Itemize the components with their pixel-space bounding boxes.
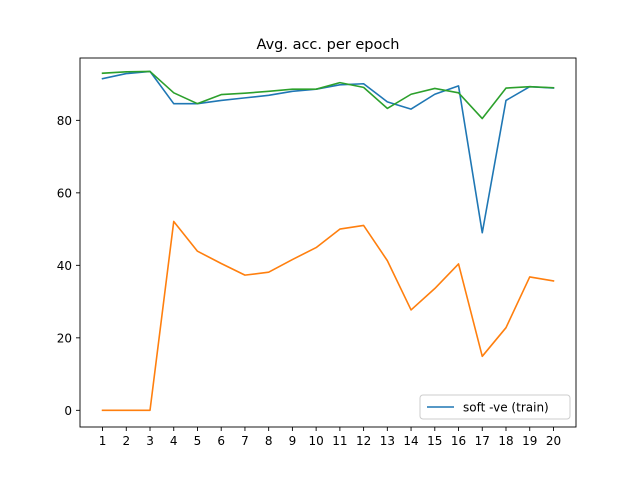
x-tick-label: 5	[194, 434, 202, 448]
x-tick-label: 18	[498, 434, 513, 448]
axes-frame	[79, 57, 577, 428]
x-tick-label: 1	[99, 434, 107, 448]
legend: soft -ve (train)	[419, 394, 571, 420]
x-tick-label: 3	[146, 434, 154, 448]
x-tick-label: 15	[427, 434, 442, 448]
x-tick-label: 9	[289, 434, 297, 448]
series-line-3	[101, 70, 555, 120]
y-tick-label: 80	[57, 114, 72, 128]
x-tick-label: 16	[451, 434, 466, 448]
x-tick-label: 11	[332, 434, 347, 448]
x-tick-label: 7	[241, 434, 249, 448]
chart-title: Avg. acc. per epoch	[257, 37, 400, 53]
x-tick-label: 12	[356, 434, 371, 448]
x-tick-label: 13	[380, 434, 395, 448]
x-tick-label: 4	[170, 434, 178, 448]
y-tick-label: 40	[57, 259, 72, 273]
y-tick-label: 60	[57, 186, 72, 200]
y-tick-label: 20	[57, 331, 72, 345]
x-tick-label: 6	[217, 434, 225, 448]
x-tick-label: 8	[265, 434, 273, 448]
x-tick-label: 2	[122, 434, 130, 448]
y-tick-label: 0	[64, 404, 72, 418]
x-tick-label: 14	[403, 434, 418, 448]
legend-label: soft -ve (train)	[463, 401, 549, 415]
x-tick-label: 10	[308, 434, 323, 448]
series-line-2	[101, 220, 555, 412]
series-line-1	[101, 70, 555, 234]
legend-box	[419, 394, 571, 420]
x-tick-label: 20	[546, 434, 561, 448]
x-tick-label: 19	[522, 434, 537, 448]
x-tick-label: 17	[475, 434, 490, 448]
